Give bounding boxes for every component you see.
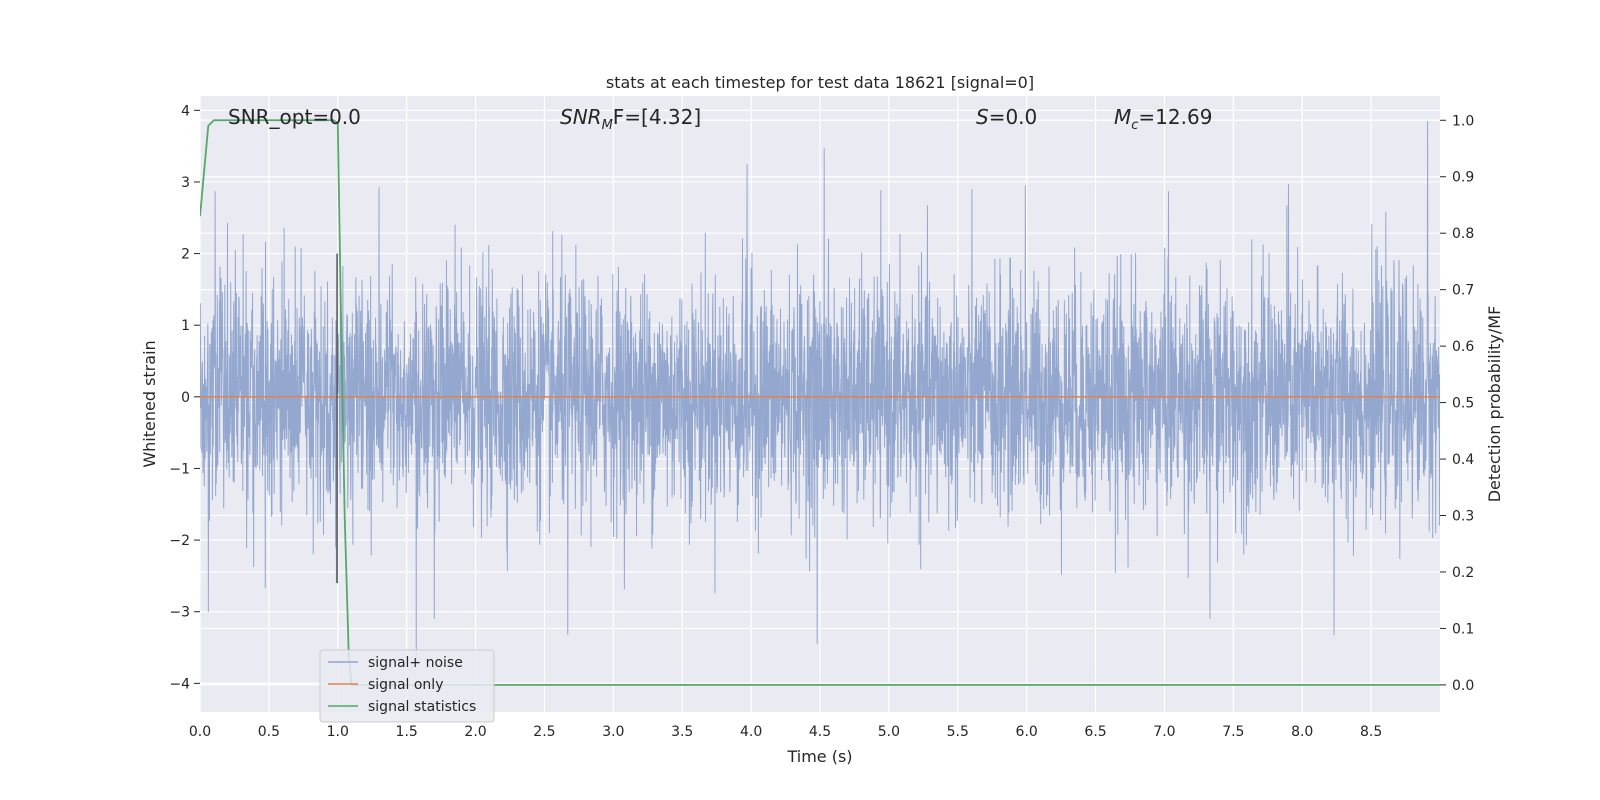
x-tick-label: 7.0: [1153, 724, 1175, 740]
y-right-tick-label: 0.6: [1452, 339, 1474, 355]
y-tick-label: 3: [181, 175, 190, 191]
y-tick-label: −3: [169, 605, 190, 621]
legend-box: [319, 649, 495, 723]
annotation-s-main: S: [976, 105, 989, 129]
y-right-tick-label: 0.0: [1452, 678, 1474, 694]
y-axis-left: 4 3 2 1 0 −1 −2 −3 −4: [169, 103, 200, 692]
x-tick-label: 5.0: [878, 724, 900, 740]
annotation-mc-sub: c: [1131, 118, 1138, 133]
annotation-snr-mf-sub: M: [602, 118, 613, 133]
y-tick-label: −1: [169, 461, 190, 477]
y-right-tick-label: 0.2: [1452, 565, 1474, 581]
legend-label-signal-noise: signal+ noise: [368, 655, 463, 671]
y-tick-label: 0: [181, 390, 190, 406]
x-tick-label: 6.0: [1016, 724, 1038, 740]
annotation-snr-mf-tail: F=[4.32]: [613, 105, 701, 129]
x-tick-label: 6.5: [1084, 724, 1106, 740]
x-tick-label: 1.5: [396, 724, 418, 740]
y-right-tick-label: 0.5: [1452, 396, 1474, 412]
y-tick-label: 1: [181, 318, 190, 334]
y-right-tick-label: 0.3: [1452, 509, 1474, 525]
y-right-tick-label: 0.8: [1452, 226, 1474, 242]
y-tick-label: −4: [169, 676, 190, 692]
x-tick-label: 8.5: [1360, 724, 1382, 740]
y-tick-label: 2: [181, 247, 190, 263]
annotation-snr-opt: SNR_opt=0.0: [228, 105, 361, 129]
annotation-s: S=0.0: [976, 105, 1037, 129]
y-axis-right-label: Detection probability/MF: [1485, 306, 1504, 503]
legend-label-signal-statistics: signal statistics: [368, 699, 476, 715]
annotation-snr-mf-main: SNR: [560, 105, 602, 129]
annotation-mc-main: M: [1114, 105, 1131, 129]
chart-title: stats at each timestep for test data 186…: [606, 73, 1034, 92]
y-right-tick-label: 0.1: [1452, 621, 1474, 637]
x-tick-label: 2.5: [533, 724, 555, 740]
x-tick-label: 1.0: [327, 724, 349, 740]
annotation-mc: Mc=12.69: [1114, 105, 1212, 133]
y-right-tick-label: 0.7: [1452, 283, 1474, 299]
annotation-snr-mf: SNRMF=[4.32]: [560, 105, 701, 133]
y-tick-label: 4: [181, 103, 190, 119]
x-tick-label: 2.0: [464, 724, 486, 740]
x-axis-label: Time (s): [786, 747, 852, 766]
series-signal-noise-line: [200, 121, 1440, 662]
y-right-tick-label: 0.9: [1452, 170, 1474, 186]
x-tick-label: 3.0: [602, 724, 624, 740]
x-tick-label: 4.5: [809, 724, 831, 740]
x-tick-label: 7.5: [1222, 724, 1244, 740]
x-tick-label: 0.0: [189, 724, 211, 740]
y-tick-label: −2: [169, 533, 190, 549]
x-tick-label: 3.5: [671, 724, 693, 740]
x-tick-label: 4.0: [740, 724, 762, 740]
legend: signal+ noise signal only signal statist…: [319, 649, 495, 723]
x-tick-label: 8.0: [1291, 724, 1313, 740]
x-axis: 0.0 0.5 1.0 1.5 2.0 2.5 3.0 3.5 4.0 4.5 5.0 5.5 6.0 6…: [189, 724, 1382, 740]
legend-label-signal-only: signal only: [368, 677, 443, 693]
annotation-s-tail: =0.0: [989, 105, 1038, 129]
annotation-mc-tail: =12.69: [1138, 105, 1212, 129]
y-right-tick-label: 0.4: [1452, 452, 1474, 468]
y-axis-right: 1.0 0.9 0.8 0.7 0.6 0.5 0.4 0.3 0.2 0.1 0.0: [1440, 113, 1474, 694]
y-axis-label: Whitened strain: [140, 340, 159, 467]
x-tick-label: 5.5: [947, 724, 969, 740]
y-right-tick-label: 1.0: [1452, 113, 1474, 129]
x-tick-label: 0.5: [258, 724, 280, 740]
